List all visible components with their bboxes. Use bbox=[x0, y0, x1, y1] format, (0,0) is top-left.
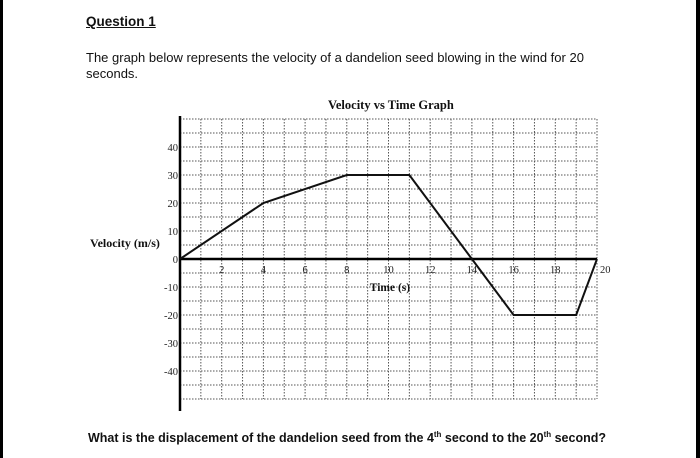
y-tick-label: -40 bbox=[164, 367, 178, 378]
y-tick-label: 30 bbox=[168, 171, 179, 182]
y-tick-label: 20 bbox=[168, 199, 179, 210]
right-border bbox=[696, 0, 700, 458]
chart-title: Velocity vs Time Graph bbox=[328, 98, 454, 112]
y-tick-label: 10 bbox=[168, 227, 179, 238]
y-tick-label: 0 bbox=[173, 255, 178, 266]
left-border bbox=[0, 0, 3, 458]
x-tick-label: 16 bbox=[508, 265, 519, 276]
question-text: What is the displacement of the dandelio… bbox=[88, 430, 606, 446]
y-tick-label: -10 bbox=[164, 283, 178, 294]
intro-text: The graph below represents the velocity … bbox=[86, 50, 584, 81]
x-tick-label: 14 bbox=[467, 265, 478, 276]
x-tick-label: 18 bbox=[550, 265, 561, 276]
y-axis-label: Velocity (m/s) bbox=[90, 236, 160, 250]
x-tick-label: 12 bbox=[425, 265, 436, 276]
x-tick-label: 2 bbox=[219, 265, 224, 276]
question-title: Question 1 bbox=[86, 14, 156, 29]
velocity-line bbox=[179, 174, 598, 316]
x-tick-label: 4 bbox=[261, 265, 267, 276]
y-tick-label: -30 bbox=[164, 339, 178, 350]
x-tick-label: 10 bbox=[383, 265, 394, 276]
y-tick-label: -20 bbox=[164, 311, 178, 322]
x-tick-label: 20 bbox=[600, 265, 611, 276]
y-tick-label: 40 bbox=[168, 143, 179, 154]
x-tick-label: 6 bbox=[302, 265, 307, 276]
x-tick-label: 8 bbox=[344, 265, 349, 276]
x-axis-label: Time (s) bbox=[370, 282, 411, 294]
